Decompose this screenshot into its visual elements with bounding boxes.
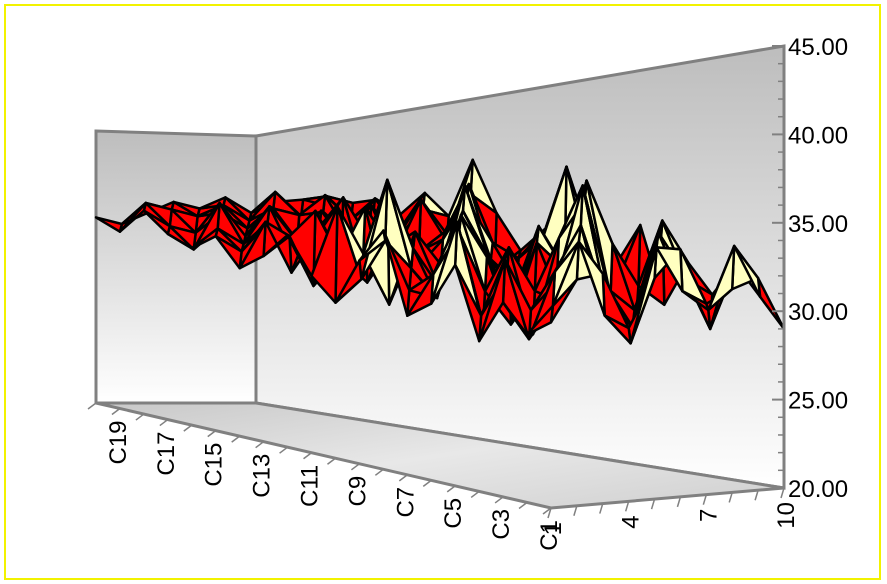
surface-facet <box>170 208 199 235</box>
surface-facet <box>286 233 315 288</box>
surface-facet <box>224 196 253 222</box>
y-tick-label: C13 <box>249 454 276 498</box>
y-tick <box>518 501 528 510</box>
x-tick <box>702 494 708 505</box>
x-tick <box>624 501 630 512</box>
y-tick <box>374 468 384 476</box>
y-tick-label: C9 <box>344 476 371 507</box>
z-tick-label: 30.00 <box>788 299 848 326</box>
y-tick <box>303 452 312 460</box>
x-tick <box>547 507 552 519</box>
y-tick <box>111 407 121 416</box>
x-tick <box>780 487 785 499</box>
z-tick-label: 25.00 <box>788 388 848 415</box>
y-tick <box>207 430 217 438</box>
y-tick-label: C11 <box>297 465 324 507</box>
surface-facet <box>477 258 507 343</box>
surface-facet <box>190 227 219 250</box>
surface-facet <box>222 203 251 230</box>
x-tick-label: 7 <box>695 509 722 522</box>
surface-facet <box>172 200 201 218</box>
y-axis: C1 C3 C5 C7 C9 C11 C13 C15 C17 C19 <box>87 402 563 551</box>
y-tick <box>183 424 193 432</box>
surface-facet <box>681 289 710 312</box>
x-tick <box>754 490 759 501</box>
x-tick-label: 1 <box>540 522 567 535</box>
surface-facet <box>553 223 583 273</box>
surface-facet <box>585 179 614 298</box>
surface-facet <box>707 244 736 312</box>
x-tick <box>573 505 578 516</box>
y-tick-label: C5 <box>440 498 467 529</box>
chart-frame: 20.00 25.00 30.00 35.00 40.00 45.00 1 4 7 10 C1 C… <box>4 4 881 580</box>
surface-facet <box>94 216 124 233</box>
y-tick-label: C19 <box>105 421 132 465</box>
y-tick <box>231 435 241 443</box>
z-tick-label: 35.00 <box>788 211 848 238</box>
y-tick <box>255 441 265 449</box>
surface-facet <box>551 240 581 308</box>
x-tick-label: 4 <box>618 515 645 528</box>
y-tick <box>422 479 432 487</box>
y-tick <box>446 485 456 493</box>
surface-facet <box>142 209 172 236</box>
y-tick <box>398 474 408 482</box>
z-tick-label: 45.00 <box>788 34 848 61</box>
x-tick <box>728 492 733 503</box>
x-tick <box>599 503 604 514</box>
surface-facet <box>453 263 483 343</box>
y-tick <box>494 496 504 504</box>
y-tick-label: C15 <box>201 443 228 487</box>
y-tick <box>327 457 336 465</box>
y-tick-label: C3 <box>488 509 515 540</box>
surface-facet <box>144 201 173 228</box>
surface-facet <box>655 246 684 293</box>
y-tick <box>135 413 145 421</box>
surface-facet <box>406 273 435 317</box>
y-tick <box>87 402 97 410</box>
surface-facet <box>334 259 363 304</box>
z-tick-label: 40.00 <box>788 122 848 149</box>
x-tick <box>650 498 656 510</box>
surface-facet <box>459 213 489 293</box>
surface-facet <box>382 229 411 317</box>
surface-facet <box>238 220 267 270</box>
surface-facet <box>214 234 243 270</box>
y-tick <box>159 418 169 427</box>
surface-facet <box>603 314 632 345</box>
surface-facet <box>501 301 531 341</box>
surface-facet <box>168 224 197 251</box>
surface-facet <box>310 205 339 304</box>
surface-facet <box>264 220 293 274</box>
surface-facet <box>525 304 555 336</box>
y-tick-label: C17 <box>153 432 180 476</box>
side-wall <box>94 129 258 405</box>
surface-facet <box>577 240 606 317</box>
x-tick-label: 10 <box>773 502 800 529</box>
x-axis: 1 4 7 10 <box>540 487 800 535</box>
x-tick <box>676 496 682 508</box>
surface-facet <box>118 201 148 233</box>
y-tick <box>470 490 480 499</box>
surface-facet <box>430 220 459 305</box>
z-tick-label: 20.00 <box>788 476 848 503</box>
z-axis: 20.00 25.00 30.00 35.00 40.00 45.00 <box>772 34 848 503</box>
y-tick <box>350 463 360 471</box>
y-tick <box>542 507 552 515</box>
y-tick-label: C1 <box>536 520 563 551</box>
surface-facet <box>386 178 415 270</box>
surface-mesh <box>94 158 786 345</box>
surface-facet <box>732 244 762 299</box>
surface-facet <box>216 227 245 253</box>
y-tick-label: C7 <box>392 487 419 518</box>
surface-facet <box>218 201 247 246</box>
y-tick <box>279 446 289 454</box>
surface-facet <box>629 246 658 345</box>
surface-facet <box>503 258 533 341</box>
